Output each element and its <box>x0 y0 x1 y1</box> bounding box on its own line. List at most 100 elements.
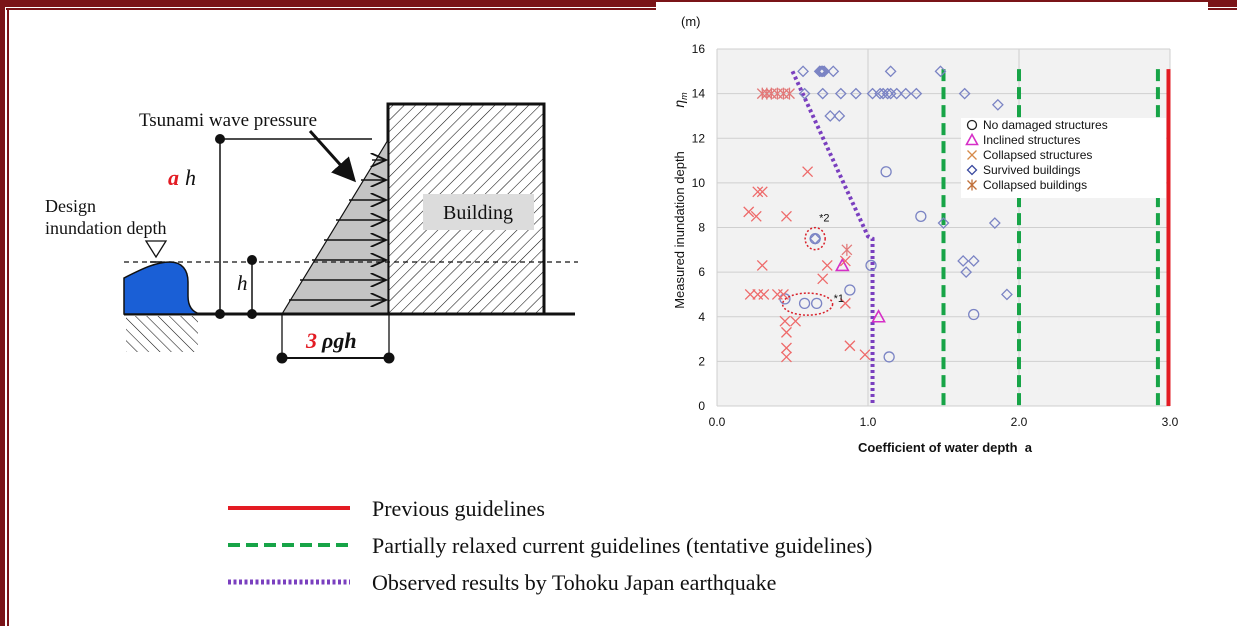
diamond-marker <box>934 65 947 78</box>
x-marker <box>781 326 792 338</box>
callout-label: *2 <box>819 213 829 225</box>
legend-box <box>961 118 1166 198</box>
y-unit-label: (m) <box>681 14 701 29</box>
x-marker <box>752 186 764 198</box>
y-tick-label: 14 <box>692 87 706 101</box>
ground-hatch <box>126 316 198 352</box>
x-marker <box>758 288 770 300</box>
y-tick-label: 12 <box>692 131 706 145</box>
circle-marker <box>968 308 980 321</box>
x-marker <box>844 340 856 352</box>
x-marker <box>779 315 791 327</box>
tsunami-water <box>123 261 201 315</box>
legend-label: Collapsed structures <box>983 148 1092 162</box>
circle-marker <box>966 119 978 131</box>
dim-h-label: h <box>237 271 248 295</box>
x-marker <box>781 210 792 222</box>
asterisk-marker <box>967 179 977 191</box>
callout-ellipse <box>781 292 834 316</box>
frame-top-border <box>0 0 1237 7</box>
y-tick-label: 2 <box>698 354 705 368</box>
x-axis-label: Coefficient of water depth a <box>858 440 1033 455</box>
callout-label: *1 <box>834 293 844 305</box>
pressure-label: 3 ρgh <box>305 328 357 353</box>
design-depth-label-1: Design <box>45 196 96 216</box>
asterisk-marker <box>784 87 795 100</box>
diamond-marker <box>966 164 978 176</box>
x-tick-label: 0.0 <box>709 415 726 429</box>
diamond-marker <box>991 98 1004 111</box>
diamond-marker <box>815 65 828 78</box>
y-tick-label: 6 <box>698 265 705 279</box>
circle-marker <box>844 284 856 296</box>
triangle-marker <box>965 132 979 146</box>
diamond-marker <box>834 87 847 100</box>
diamond-marker <box>798 87 811 100</box>
diamond-marker <box>884 65 897 78</box>
design-depth-label-2: inundation depth <box>45 218 166 238</box>
triangle-marker <box>834 257 850 272</box>
diamond-marker <box>850 87 862 100</box>
diamond-marker <box>910 87 923 100</box>
callouts: *2 *1 <box>781 213 844 316</box>
bottom-legend-label: Observed results by Tohoku Japan earthqu… <box>372 570 776 595</box>
circle-marker <box>811 297 823 310</box>
diamond-marker <box>833 110 846 122</box>
x-marker <box>817 273 829 285</box>
diamond-marker <box>937 217 950 229</box>
diamond-marker <box>824 110 837 122</box>
y-axis-symbol: ηm <box>671 92 689 108</box>
asterisk-marker <box>841 243 853 256</box>
x-marker <box>781 351 792 363</box>
x-marker <box>781 342 792 354</box>
diamond-marker <box>797 65 809 78</box>
x-tick-label: 2.0 <box>1011 415 1028 429</box>
x-marker <box>821 259 833 271</box>
pressure-arrows <box>289 160 386 300</box>
y-axis-label: Measured inundation depth <box>672 151 687 309</box>
circle-marker <box>880 166 892 178</box>
circle-marker <box>865 259 877 272</box>
x-marker <box>756 186 768 198</box>
circle-marker <box>798 297 811 310</box>
diamond-marker <box>890 87 903 100</box>
x-marker <box>839 255 851 267</box>
diamond-marker <box>813 65 826 78</box>
y-tick-label: 8 <box>698 221 705 235</box>
legend-label: Survived buildings <box>983 163 1080 177</box>
diamond-marker <box>809 232 822 245</box>
wave-pressure-arrow <box>308 129 357 183</box>
frame-left-border <box>0 0 5 626</box>
data-points <box>743 65 1013 363</box>
bottom-legend-label: Previous guidelines <box>372 496 545 521</box>
pressure-triangle <box>280 137 389 315</box>
triangle-marker <box>871 309 886 323</box>
y-tick-label: 10 <box>692 176 706 190</box>
x-marker <box>750 210 762 222</box>
diamond-marker <box>988 217 1001 229</box>
diamond-marker <box>899 87 912 100</box>
scatter-chart: 0 2 4 6 8 10 12 14 16 0.0 1.0 2.0 3.0 *2 *1 (m) Measu… <box>671 14 1179 455</box>
design-depth-marker <box>144 240 168 259</box>
y-tick-label: 16 <box>692 42 706 56</box>
legend-label: Inclined structures <box>983 133 1080 147</box>
x-marker <box>777 288 789 300</box>
diamond-marker <box>881 87 894 100</box>
frame-left-inner-border <box>7 8 9 626</box>
circle-marker <box>915 210 927 222</box>
circle-marker <box>779 293 791 305</box>
diamond-marker <box>818 65 831 78</box>
wave-pressure-label: Tsunami wave pressure <box>139 110 317 131</box>
x-marker <box>756 259 768 271</box>
callout-ellipse <box>804 226 826 251</box>
y-tick-label: 4 <box>698 310 705 324</box>
building-label: Building <box>443 202 513 224</box>
diamond-marker <box>816 87 829 100</box>
x-marker <box>967 150 977 160</box>
y-tick-label: 0 <box>698 399 705 413</box>
legend-label: No damaged structures <box>983 118 1108 132</box>
frame-top-inner-border <box>6 8 1237 10</box>
building-label-box <box>423 194 534 230</box>
